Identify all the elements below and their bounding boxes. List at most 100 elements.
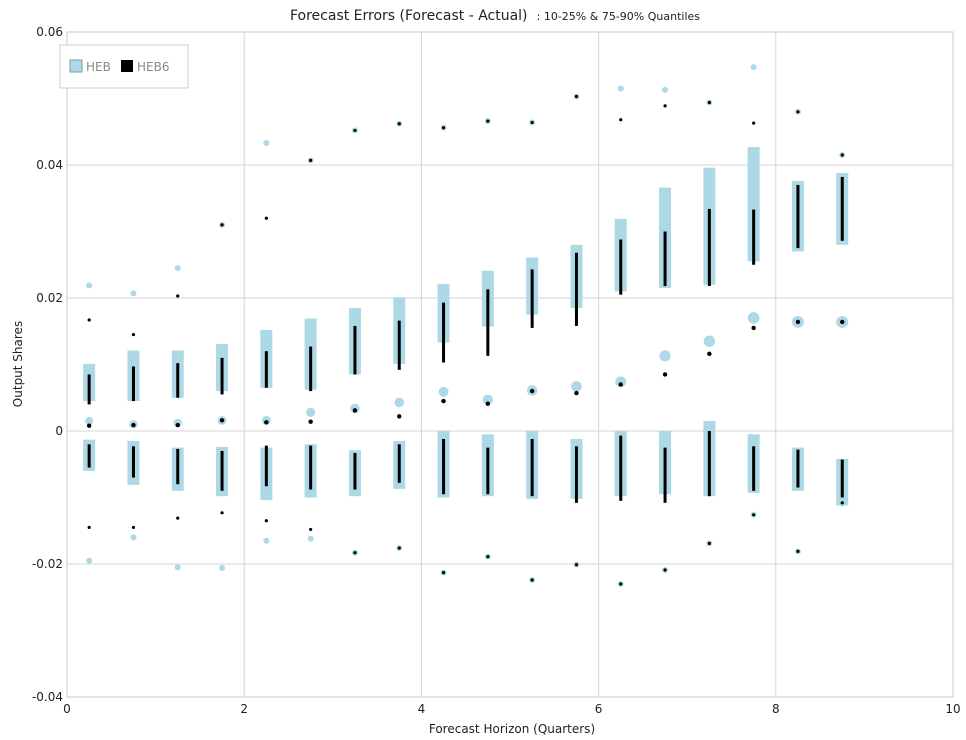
heb-upper-tail-point: [130, 290, 137, 297]
heb6-lower-quantile-bar: [131, 446, 135, 478]
y-tick-label: 0.04: [36, 158, 63, 172]
heb6-upper-tail-point: [176, 294, 180, 298]
heb6-lower-quantile-bar: [840, 459, 844, 498]
heb6-upper-tail-point: [131, 332, 136, 337]
heb6-lower-tail-point: [264, 519, 268, 523]
x-tick-label: 4: [418, 702, 426, 716]
heb6-upper-tail-point: [220, 223, 224, 227]
heb6-median-point: [219, 418, 225, 423]
heb6-median-point: [662, 372, 668, 377]
heb6-lower-tail-point: [309, 527, 313, 532]
heb6-median-point: [397, 414, 402, 419]
heb6-median-point: [707, 351, 712, 357]
heb6-upper-tail-point: [619, 118, 623, 122]
heb6-upper-quantile-bar: [131, 366, 135, 402]
heb6-lower-quantile-bar: [619, 435, 623, 501]
heb6-upper-quantile-bar: [442, 302, 446, 363]
legend-swatch-heb: [69, 59, 83, 73]
heb6-median-point: [840, 319, 845, 325]
x-tick-label: 2: [240, 702, 248, 716]
heb6-median-point: [86, 423, 92, 428]
heb-lower-tail-point: [307, 535, 314, 542]
heb6-median-point: [264, 420, 269, 425]
heb6-lower-tail-point: [707, 541, 711, 545]
heb6-median-point: [131, 422, 136, 428]
heb6-upper-tail-point: [397, 122, 401, 126]
heb6-lower-quantile-bar: [264, 445, 268, 487]
heb6-median-point: [618, 382, 623, 387]
x-tick-label: 10: [945, 702, 960, 716]
heb6-lower-quantile-bar: [397, 444, 401, 483]
chart-title: Forecast Errors (Forecast - Actual) : 10…: [290, 5, 700, 24]
heb6-upper-quantile-bar: [309, 346, 313, 392]
heb6-upper-quantile-bar: [530, 269, 534, 328]
heb-median-point: [394, 397, 405, 408]
heb6-upper-quantile-bar: [840, 176, 844, 241]
heb6-upper-tail-point: [353, 128, 357, 133]
heb6-upper-tail-point: [840, 153, 844, 157]
heb-upper-tail-point: [662, 86, 669, 93]
heb6-lower-quantile-bar: [663, 447, 667, 503]
heb6-median-point: [352, 408, 358, 413]
heb6-lower-tail-point: [663, 568, 667, 572]
heb6-upper-quantile-bar: [176, 363, 180, 398]
heb6-upper-quantile-bar: [353, 325, 357, 375]
gridlines: [67, 32, 953, 697]
y-tick-label: -0.04: [32, 690, 63, 704]
chart-title-main: Forecast Errors (Forecast - Actual): [290, 8, 528, 24]
y-tick-label: 0.02: [36, 291, 63, 305]
heb6-median-point: [795, 319, 801, 325]
heb-median-point: [306, 407, 316, 417]
heb-median-point: [747, 312, 760, 324]
y-axis-title: Output Shares: [11, 321, 25, 407]
heb6-lower-tail-point: [441, 571, 446, 575]
heb-lower-tail-point: [130, 534, 137, 541]
heb6-lower-quantile-bar: [707, 431, 711, 497]
x-axis-title: Forecast Horizon (Quarters): [429, 722, 595, 736]
heb6-lower-tail-point: [353, 551, 357, 555]
heb6-upper-quantile-bar: [486, 289, 490, 356]
heb-median-point: [615, 376, 627, 388]
heb6-lower-quantile-bar: [309, 445, 313, 490]
heb6-median-point: [574, 390, 579, 396]
heb6-upper-quantile-bar: [264, 351, 268, 388]
heb6-median-point: [529, 388, 535, 394]
heb6-lower-quantile-bar: [574, 446, 578, 503]
heb6-median-point: [485, 401, 491, 406]
chart-subtitle: : 10-25% & 75-90% Quantiles: [537, 10, 701, 23]
heb6-lower-quantile-bar: [442, 438, 446, 495]
heb6-upper-tail-point: [309, 158, 313, 162]
heb6-lower-tail-point: [619, 582, 623, 586]
heb6-upper-tail-point: [530, 120, 534, 125]
heb6-upper-quantile-bar: [220, 357, 224, 395]
heb-median-point: [482, 394, 493, 405]
heb-upper-tail-point: [263, 140, 270, 147]
legend-swatch-heb6: [121, 60, 133, 72]
heb6-lower-tail-point: [87, 525, 91, 530]
heb-median-point: [703, 335, 716, 347]
heb6-median-point: [751, 325, 756, 331]
heb-upper-tail-point: [750, 64, 757, 71]
heb-upper-tail-point: [86, 282, 93, 289]
heb6-median-point: [175, 422, 180, 428]
heb6-upper-tail-point: [264, 216, 268, 220]
heb6-lower-tail-point: [574, 563, 579, 567]
heb-median-point: [438, 386, 449, 397]
heb6-lower-quantile-bar: [752, 446, 756, 491]
heb6-lower-tail-point: [752, 513, 756, 517]
heb6-lower-quantile-bar: [87, 444, 91, 468]
heb6-median-point: [441, 398, 446, 404]
x-tick-label: 6: [595, 702, 603, 716]
heb6-lower-quantile-bar: [353, 452, 357, 490]
heb6-upper-tail-point: [796, 110, 800, 114]
plot-marks: [83, 64, 849, 587]
heb6-upper-tail-point: [87, 318, 91, 322]
heb-median-point: [85, 417, 94, 426]
y-tick-label: -0.02: [32, 557, 63, 571]
heb6-lower-quantile-bar: [176, 448, 180, 485]
y-tick-label: 0.06: [36, 25, 63, 39]
heb-upper-tail-point: [617, 85, 624, 92]
heb6-lower-tail-point: [220, 511, 224, 515]
legend-label-heb: HEB: [86, 60, 111, 74]
